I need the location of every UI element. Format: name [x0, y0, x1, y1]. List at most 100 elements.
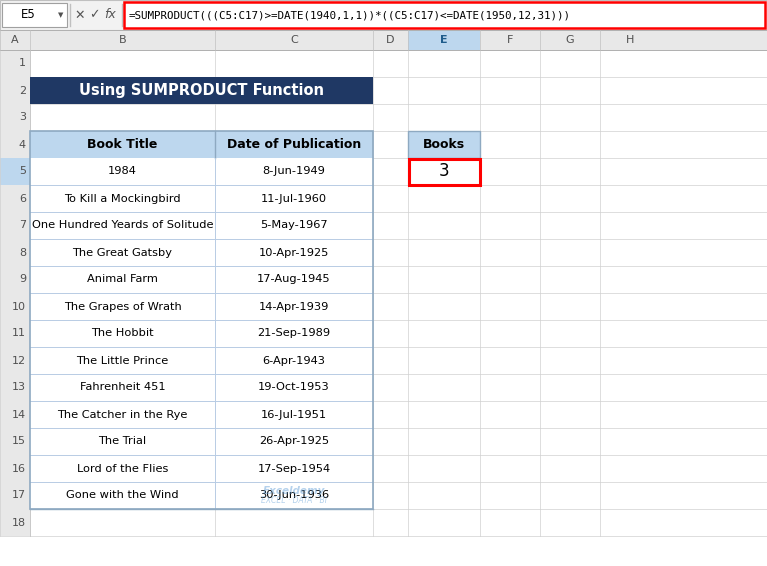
Text: 1: 1 [19, 58, 26, 68]
Bar [30, 401, 215, 428]
Text: Animal Farm: Animal Farm [87, 275, 158, 285]
Text: 30-Jun-1936: 30-Jun-1936 [259, 491, 329, 500]
Bar [215, 455, 373, 482]
Bar [0, 266, 30, 293]
Text: 13: 13 [12, 383, 26, 392]
Bar [0, 30, 767, 50]
Bar [215, 266, 373, 293]
Bar [2, 3, 67, 27]
Text: F: F [507, 35, 513, 45]
Text: ✓: ✓ [89, 8, 99, 22]
Text: 5-May-1967: 5-May-1967 [260, 221, 328, 230]
Text: 11-Jul-1960: 11-Jul-1960 [261, 194, 327, 204]
Text: 8: 8 [19, 247, 26, 258]
Bar [30, 239, 215, 266]
Text: 3: 3 [439, 162, 449, 181]
Text: The Little Prince: The Little Prince [77, 355, 169, 366]
Text: The Great Gatsby: The Great Gatsby [73, 247, 173, 258]
Bar [30, 77, 373, 104]
Bar [215, 428, 373, 455]
Bar [0, 131, 30, 158]
Bar [0, 347, 30, 374]
Bar [215, 158, 373, 185]
Bar [30, 428, 215, 455]
Bar [30, 131, 373, 509]
Bar [215, 185, 373, 212]
Text: One Hundred Yeards of Solitude: One Hundred Yeards of Solitude [31, 221, 213, 230]
Text: ▼: ▼ [58, 12, 64, 18]
Bar [215, 239, 373, 266]
Text: ✕: ✕ [74, 8, 85, 22]
Bar [215, 374, 373, 401]
Text: A: A [12, 35, 19, 45]
Bar [408, 158, 480, 185]
Text: E: E [440, 35, 448, 45]
Text: 10-Apr-1925: 10-Apr-1925 [258, 247, 329, 258]
Bar [0, 293, 30, 320]
Bar [215, 212, 373, 239]
Text: 16: 16 [12, 464, 26, 474]
Text: Lord of the Flies: Lord of the Flies [77, 464, 168, 474]
Bar [30, 320, 215, 347]
Text: 15: 15 [12, 436, 26, 447]
Bar [0, 374, 30, 401]
Bar [0, 104, 30, 131]
Bar [0, 509, 30, 536]
Text: The Hobbit: The Hobbit [91, 328, 154, 338]
Text: Date of Publication: Date of Publication [227, 138, 361, 151]
Text: H: H [626, 35, 634, 45]
Text: Using SUMPRODUCT Function: Using SUMPRODUCT Function [79, 83, 324, 98]
Text: 6-Apr-1943: 6-Apr-1943 [262, 355, 325, 366]
Text: 5: 5 [19, 166, 26, 177]
Bar [30, 293, 215, 320]
Text: 14: 14 [12, 409, 26, 419]
Bar [124, 2, 765, 28]
Text: 18: 18 [12, 517, 26, 528]
Text: 16-Jul-1951: 16-Jul-1951 [261, 409, 327, 419]
Text: fx: fx [104, 8, 116, 22]
Text: Book Title: Book Title [87, 138, 158, 151]
Text: 2: 2 [19, 85, 26, 96]
Bar [30, 482, 215, 509]
Bar [0, 50, 30, 77]
Text: EXCEL · DATA · BI: EXCEL · DATA · BI [261, 496, 327, 505]
Text: To Kill a Mockingbird: To Kill a Mockingbird [64, 194, 181, 204]
Text: C: C [290, 35, 298, 45]
Text: 10: 10 [12, 302, 26, 311]
Text: 11: 11 [12, 328, 26, 338]
Bar [0, 185, 30, 212]
Bar [0, 428, 30, 455]
Bar [30, 185, 215, 212]
Text: D: D [387, 35, 395, 45]
Text: 7: 7 [19, 221, 26, 230]
Bar [30, 455, 215, 482]
Text: 1984: 1984 [108, 166, 137, 177]
Bar [0, 455, 30, 482]
Bar [215, 347, 373, 374]
Bar [408, 30, 480, 50]
Text: 9: 9 [19, 275, 26, 285]
Bar [30, 374, 215, 401]
Text: The Grapes of Wrath: The Grapes of Wrath [64, 302, 181, 311]
Bar [30, 158, 215, 185]
Bar [215, 320, 373, 347]
Text: =SUMPRODUCT(((C5:C17)>=DATE(1940,1,1))*((C5:C17)<=DATE(1950,12,31))): =SUMPRODUCT(((C5:C17)>=DATE(1940,1,1))*(… [129, 10, 571, 20]
Bar [0, 0, 767, 30]
Bar [409, 158, 479, 185]
Bar [408, 158, 480, 185]
Text: 19-Oct-1953: 19-Oct-1953 [258, 383, 330, 392]
Text: Gone with the Wind: Gone with the Wind [66, 491, 179, 500]
Bar [0, 320, 30, 347]
Bar [0, 158, 30, 185]
Text: G: G [566, 35, 574, 45]
Text: 14-Apr-1939: 14-Apr-1939 [258, 302, 329, 311]
Text: B: B [119, 35, 127, 45]
Bar [215, 293, 373, 320]
Bar [30, 212, 215, 239]
Bar [30, 131, 215, 158]
Bar [215, 401, 373, 428]
Bar [215, 131, 373, 158]
Text: 21-Sep-1989: 21-Sep-1989 [258, 328, 331, 338]
Bar [30, 347, 215, 374]
Bar [0, 212, 30, 239]
